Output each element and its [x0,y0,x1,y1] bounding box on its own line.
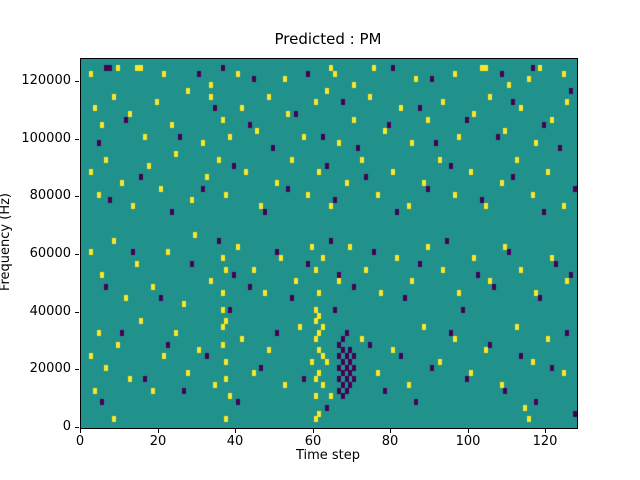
y-tick-mark [75,196,79,197]
x-tick-mark [545,429,546,433]
y-tick-mark [75,312,79,313]
y-tick-mark [75,139,79,140]
x-tick-label: 20 [149,434,167,449]
x-tick-mark [158,429,159,433]
y-tick-label: 0 [62,419,71,434]
y-tick-label: 40000 [29,304,71,319]
x-tick-label: 100 [455,434,481,449]
y-tick-label: 100000 [21,131,71,146]
x-tick-mark [390,429,391,433]
plot-area [80,58,578,429]
x-tick-mark [235,429,236,433]
y-tick-mark [75,81,79,82]
y-tick-label: 80000 [29,188,71,203]
x-tick-label: 0 [75,434,85,449]
x-tick-mark [468,429,469,433]
x-tick-mark [80,429,81,433]
y-tick-label: 120000 [21,73,71,88]
x-tick-mark [313,429,314,433]
x-axis-label: Time step [295,448,361,463]
y-tick-mark [75,369,79,370]
heatmap [81,59,577,428]
y-tick-label: 60000 [29,246,71,261]
y-tick-mark [75,427,79,428]
x-tick-label: 60 [304,434,322,449]
y-tick-mark [75,254,79,255]
x-tick-label: 80 [381,434,399,449]
x-tick-label: 40 [226,434,244,449]
y-tick-label: 20000 [29,361,71,376]
x-tick-label: 120 [532,434,558,449]
chart-title: Predicted : PM [274,30,382,48]
